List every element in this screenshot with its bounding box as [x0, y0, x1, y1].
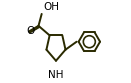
Text: O: O: [27, 26, 35, 36]
Text: OH: OH: [43, 2, 59, 12]
Text: NH: NH: [48, 69, 64, 80]
